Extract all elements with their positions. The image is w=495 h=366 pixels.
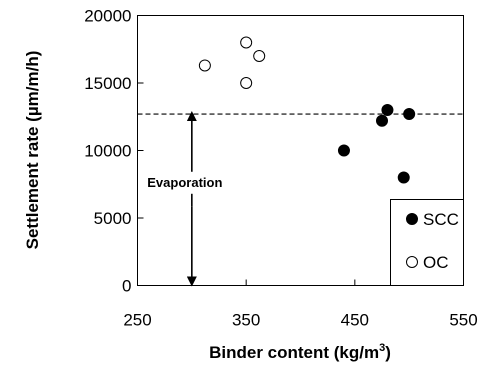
x-tick-label: 450 bbox=[341, 311, 369, 330]
x-tick-label: 550 bbox=[449, 311, 477, 330]
x-axis-ticks: 250 350 450 550 bbox=[123, 279, 478, 330]
evaporation-label: Evaporation bbox=[147, 175, 222, 190]
y-tick-label: 15000 bbox=[84, 74, 131, 93]
y-tick-label: 10000 bbox=[84, 142, 131, 161]
legend-marker-oc bbox=[406, 256, 418, 268]
x-axis-title-end: ) bbox=[385, 343, 391, 362]
x-tick-label: 250 bbox=[123, 311, 151, 330]
data-point-scc bbox=[337, 144, 350, 157]
legend-label-oc: OC bbox=[423, 253, 449, 272]
legend-marker-scc bbox=[406, 213, 418, 225]
y-axis-title: Settlement rate (µm/m/h) bbox=[23, 51, 42, 250]
data-point-oc bbox=[198, 59, 211, 72]
data-points bbox=[198, 36, 416, 184]
x-tick-label: 350 bbox=[232, 311, 260, 330]
data-point-scc bbox=[381, 104, 394, 116]
data-point-oc bbox=[240, 77, 253, 89]
data-point-oc bbox=[253, 50, 266, 62]
legend-box bbox=[390, 199, 464, 286]
evaporation-annotation: Evaporation bbox=[144, 111, 225, 287]
y-tick-label: 0 bbox=[122, 277, 131, 296]
x-axis-title: Binder content (kg/m3) bbox=[209, 342, 391, 362]
data-point-scc bbox=[397, 171, 410, 184]
legend: SCC OC bbox=[390, 199, 464, 286]
data-point-oc bbox=[240, 36, 253, 49]
y-axis-ticks: 0 5000 10000 15000 20000 bbox=[84, 7, 144, 296]
x-axis-title-superscript: 3 bbox=[379, 342, 385, 354]
y-tick-label: 20000 bbox=[84, 7, 131, 26]
data-point-scc bbox=[376, 114, 388, 127]
y-tick-label: 5000 bbox=[94, 209, 132, 228]
data-point-scc bbox=[403, 108, 416, 121]
x-axis-title-main: Binder content (kg/m bbox=[209, 343, 379, 362]
legend-label-scc: SCC bbox=[423, 210, 459, 229]
annotation-background bbox=[144, 171, 225, 194]
